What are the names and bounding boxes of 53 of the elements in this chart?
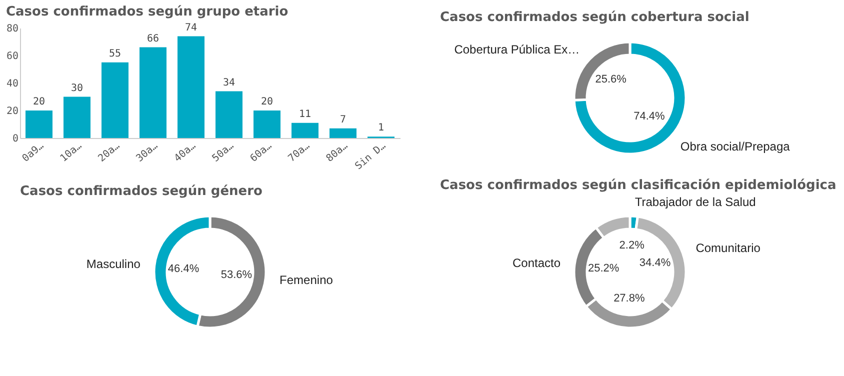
x-tick-label: 70a… <box>286 140 312 164</box>
data-label: 27.8% <box>614 292 645 305</box>
data-label: 7 <box>340 114 346 126</box>
data-label: 66 <box>146 33 160 44</box>
data-label: 46.4% <box>168 262 200 275</box>
data-label: 34.4% <box>639 256 671 269</box>
x-tick-label: 50a… <box>210 140 236 164</box>
bar <box>140 47 166 138</box>
bar <box>330 128 356 138</box>
chart-title: Casos confirmados según cobertura social <box>440 10 750 25</box>
data-label: 53.6% <box>220 269 252 282</box>
x-tick-label: 40a… <box>172 140 198 164</box>
data-label: 55 <box>108 48 122 60</box>
data-label: 25.2% <box>588 262 620 275</box>
slice-label: Femenino <box>280 272 334 287</box>
slice-label: Obra social/Prepaga <box>680 140 790 154</box>
bar <box>26 110 52 138</box>
x-tick-label: 0a9… <box>20 140 46 164</box>
chart-title: Casos confirmados según grupo etario <box>6 4 288 20</box>
x-tick-label: 10a… <box>58 140 84 164</box>
y-tick-label: 20 <box>6 106 18 117</box>
slice-label: Comunitario <box>696 240 761 255</box>
x-tick-label: 60a… <box>248 140 274 164</box>
data-label: 20 <box>260 96 274 108</box>
bar <box>64 96 90 138</box>
bar <box>102 62 128 138</box>
y-tick-label: 40 <box>6 78 18 90</box>
y-tick-label: 0 <box>12 134 18 144</box>
data-label: 2.2% <box>619 239 645 252</box>
y-tick-label: 80 <box>6 24 18 34</box>
x-tick-label: 20a… <box>96 140 122 164</box>
slice-label: Contacto <box>512 256 561 270</box>
bar <box>292 122 318 138</box>
slice-label: Cobertura Pública Ex… <box>454 42 580 56</box>
bar <box>178 36 204 138</box>
data-label: 30 <box>70 82 84 94</box>
slice-label: Masculino <box>86 257 141 272</box>
chart-title: Casos confirmados según clasificación epidemiológica <box>440 178 836 194</box>
data-label: 74 <box>184 22 198 34</box>
bar <box>254 110 280 138</box>
x-tick-label: 80a… <box>324 140 350 164</box>
data-label: 34 <box>222 77 236 88</box>
slice-label: Trabajador de la Salud <box>634 195 756 210</box>
x-tick-label: 30a… <box>134 140 160 164</box>
data-label: 20 <box>32 96 46 108</box>
x-tick-label: Sin D… <box>353 140 388 172</box>
data-label: 74.4% <box>634 110 666 122</box>
data-label: 25.6% <box>595 74 627 86</box>
data-label: 11 <box>298 108 312 120</box>
data-label: 1 <box>378 122 384 134</box>
bar <box>216 91 242 138</box>
y-tick-label: 60 <box>6 51 18 62</box>
chart-title: Casos confirmados según género <box>20 184 263 199</box>
